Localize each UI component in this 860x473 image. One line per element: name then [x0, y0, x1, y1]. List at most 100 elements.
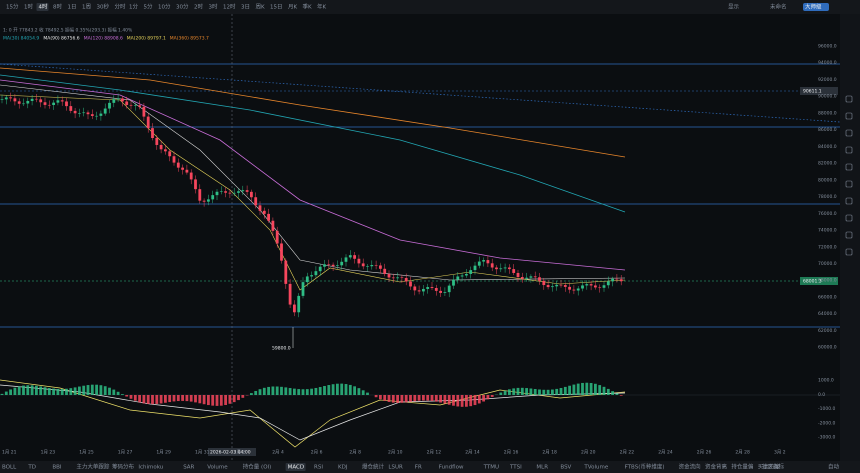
indicator-tab[interactable]: 持仓量偏: [731, 463, 754, 471]
toolbar-button[interactable]: 未命名: [770, 3, 787, 11]
candle-body: [219, 191, 223, 192]
macd-bar: [293, 388, 296, 395]
macd-bar: [82, 385, 86, 395]
candle-body: [611, 278, 614, 282]
macd-bar: [473, 395, 477, 406]
interval-tab[interactable]: 5分: [144, 3, 153, 11]
interval-tab[interactable]: 月K: [288, 4, 298, 11]
tool-icon[interactable]: [845, 163, 853, 171]
indicator-tab[interactable]: RSI: [314, 465, 323, 471]
indicator-tab[interactable]: Volume: [207, 465, 228, 471]
interval-tab[interactable]: 12时: [223, 3, 236, 11]
indicator-tab[interactable]: TD: [27, 465, 36, 471]
interval-tab[interactable]: 30秒: [97, 3, 110, 11]
macd-bar: [228, 395, 232, 404]
candle-body: [30, 98, 34, 101]
macd-bar: [452, 395, 455, 406]
indicator-tab[interactable]: MLR: [536, 465, 548, 471]
macd-bar: [318, 387, 322, 395]
interval-tab[interactable]: 分时: [115, 3, 127, 11]
candle-body: [452, 279, 455, 286]
tool-icon[interactable]: [845, 146, 853, 154]
macd-bar: [413, 395, 417, 402]
interval-tab[interactable]: 10分: [158, 3, 171, 11]
indicator-tab[interactable]: KDJ: [338, 465, 348, 471]
indicator-tab[interactable]: LSUR: [388, 465, 403, 471]
indicator-tab[interactable]: TTSI: [509, 465, 522, 471]
tool-icon[interactable]: [845, 248, 853, 256]
indicator-tab[interactable]: SAR: [183, 465, 194, 471]
indicator-tab[interactable]: 买卖热度: [758, 463, 781, 471]
candle-body: [409, 281, 412, 287]
macd-bar: [181, 395, 184, 401]
candle-body: [207, 199, 210, 202]
macd-bar: [9, 389, 12, 395]
indicator-tab[interactable]: Fundflow: [439, 465, 464, 471]
toolbar-button[interactable]: 显示: [728, 4, 740, 11]
indicator-tab[interactable]: 主力大单跟踪: [76, 463, 110, 471]
macd-bar: [146, 395, 150, 405]
interval-tab[interactable]: 4时: [39, 3, 48, 11]
macd-bar: [65, 388, 68, 395]
interval-tab[interactable]: 15分: [6, 3, 19, 11]
interval-tab[interactable]: 周K: [256, 4, 266, 11]
indicator-tab[interactable]: 资金背离: [705, 463, 728, 471]
macd-bar: [576, 383, 580, 395]
indicator-tab[interactable]: FR: [415, 465, 422, 471]
price-label: 70000.0: [818, 261, 837, 267]
macd-bar: [237, 395, 240, 401]
macd-bar: [121, 394, 124, 395]
indicator-tab[interactable]: 筹码分布: [112, 463, 135, 471]
tool-icon[interactable]: [845, 95, 853, 103]
button[interactable]: [803, 3, 829, 11]
macd-bar: [116, 391, 120, 395]
interval-tab[interactable]: 3时: [209, 3, 218, 11]
candle-body: [387, 273, 391, 278]
indicator-tab[interactable]: BOLL: [2, 465, 17, 471]
indicator-tab[interactable]: BBI: [52, 465, 62, 471]
interval-tab[interactable]: 30分: [176, 3, 189, 11]
interval-tab[interactable]: 1分: [129, 3, 138, 11]
interval-tab[interactable]: 1周: [82, 4, 91, 11]
candle-body: [198, 189, 202, 201]
indicator-tab[interactable]: Ichimoku: [138, 465, 163, 471]
indicator-tab[interactable]: 爆仓统计: [362, 463, 385, 471]
indicator-tab[interactable]: 社区指标: [762, 463, 785, 471]
tool-icon[interactable]: [845, 231, 853, 239]
macd-bar: [262, 387, 266, 395]
interval-tab[interactable]: 8时: [53, 3, 62, 11]
indicator-tab[interactable]: BSV: [560, 465, 571, 471]
tool-icon[interactable]: [845, 112, 853, 120]
interval-tab[interactable]: 1日: [68, 4, 77, 11]
interval-tab[interactable]: 15日: [270, 4, 283, 11]
tool-icon[interactable]: [845, 214, 853, 222]
tool-icon[interactable]: [845, 197, 853, 205]
indicator-tab[interactable]: TVolume: [583, 465, 608, 471]
interval-tab[interactable]: 年K: [317, 3, 327, 11]
indicator-tab[interactable]: FTBS(币种维度): [625, 463, 665, 471]
price-label: 96000.0: [818, 44, 837, 50]
candle-body: [559, 284, 563, 286]
candle-body: [43, 102, 47, 105]
ma-legend: MA(30) 84054.9: [3, 36, 39, 42]
macd-bar: [13, 387, 17, 395]
macd-bar: [426, 395, 430, 401]
tool-icon[interactable]: [845, 129, 853, 137]
candle-body: [168, 151, 172, 157]
interval-tab[interactable]: 季K: [303, 3, 313, 11]
date-label: 1月 27: [118, 450, 133, 456]
indicator-tab[interactable]: MACD: [288, 465, 305, 471]
candle-body: [508, 267, 511, 270]
indicator-tab[interactable]: TTMU: [483, 465, 499, 471]
macd-bar: [439, 395, 442, 403]
candle-body: [78, 113, 81, 114]
indicator-tab[interactable]: 持仓量 (OI): [243, 463, 271, 471]
interval-tab[interactable]: 3日: [241, 4, 250, 11]
indicator-tab[interactable]: 资金流向: [679, 463, 701, 471]
interval-tab[interactable]: 1时: [24, 3, 33, 11]
interval-tab[interactable]: 2时: [194, 3, 203, 11]
indicator-tab[interactable]: 自动: [828, 463, 840, 471]
tab-highlight: [36, 3, 49, 11]
tool-icon[interactable]: [845, 180, 853, 188]
toolbar-button[interactable]: 大师级: [805, 3, 822, 11]
